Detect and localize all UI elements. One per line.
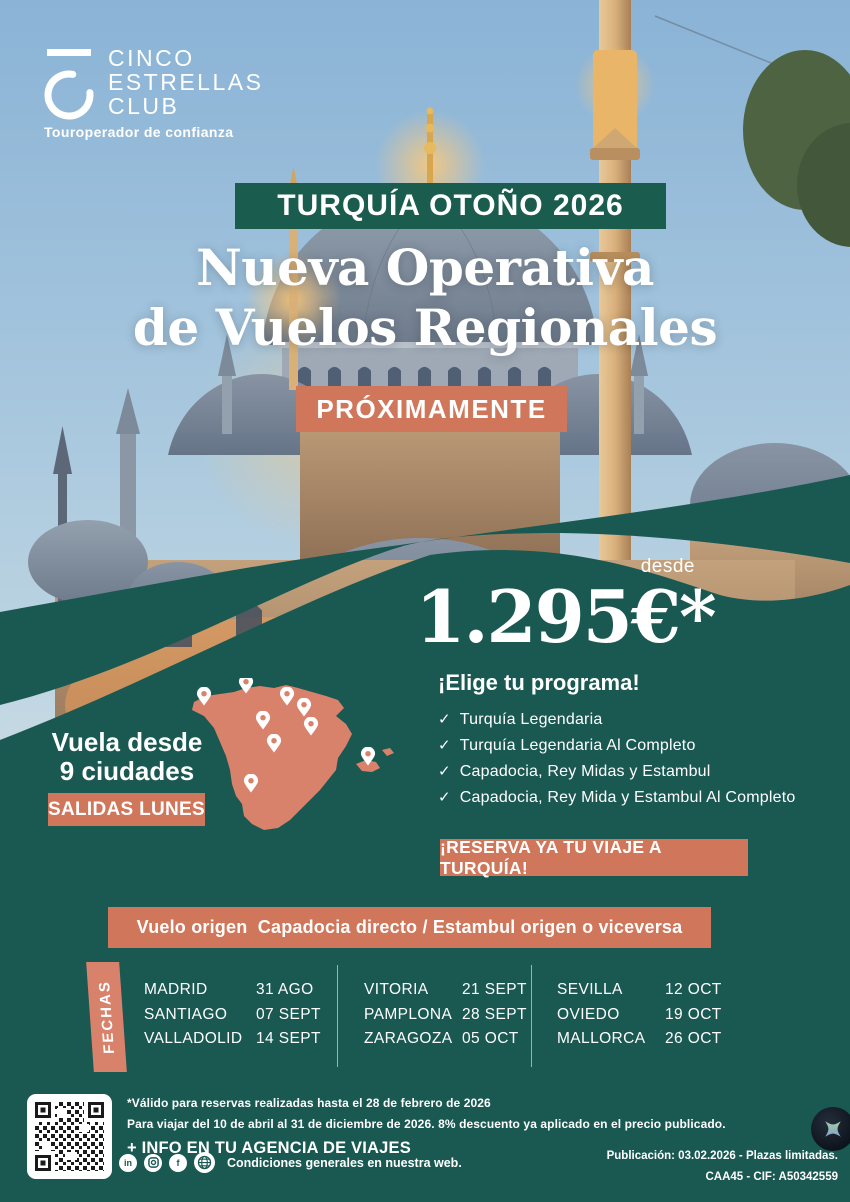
web-icon[interactable] (194, 1152, 215, 1173)
schedule-label-text: FECHAS (95, 980, 118, 1054)
checkmark-icon: ✓ (438, 711, 451, 728)
date: 28 SEPT (462, 1005, 527, 1023)
price-prefix: desde (640, 556, 695, 577)
balearic-islands (356, 748, 394, 772)
program-label: Capadocia, Rey Midas y Estambul (459, 763, 711, 780)
instagram-icon[interactable] (144, 1153, 162, 1172)
schedule-row: VITORIA 21 SEPT (364, 978, 527, 1003)
column-divider (531, 965, 532, 1067)
date: 21 SEPT (462, 981, 527, 999)
schedule-row: PAMPLONA 28 SEPT (364, 1003, 527, 1028)
coming-soon-badge: PRÓXIMAMENTE (296, 386, 567, 432)
date: 14 SEPT (256, 1030, 321, 1048)
poster-title: Nueva Operativa de Vuelos Regionales (0, 238, 850, 358)
reserve-cta-button[interactable]: ¡RESERVA YA TU VIAJE A TURQUÍA! (440, 837, 748, 878)
company-id: CAA45 - CIF: A50342559 (705, 1171, 838, 1183)
city: PAMPLONA (364, 1005, 453, 1023)
program-label: Turquía Legendaria (459, 711, 603, 728)
city: SEVILLA (557, 981, 623, 999)
date: 07 SEPT (256, 1005, 321, 1023)
program-label: Turquía Legendaria Al Completo (459, 737, 696, 754)
brand-tagline: Touroperador de confianza (44, 124, 234, 140)
mosque-photo (0, 0, 850, 780)
spain-map (192, 678, 394, 830)
date: 26 OCT (665, 1030, 722, 1048)
brand-line: ESTRELLAS (108, 69, 264, 95)
title-line-2: de Vuelos Regionales (132, 298, 718, 357)
city: MADRID (144, 981, 208, 999)
schedule-row: MALLORCA 26 OCT (557, 1027, 722, 1052)
season-banner: TURQUÍA OTOÑO 2026 (235, 183, 666, 229)
publication-date: Publicación: 03.02.2026 - Plazas limitad… (606, 1150, 838, 1162)
title-line-1: Nueva Operativa (196, 238, 654, 297)
social-links: in f Condiciones generales en nuestra we… (119, 1152, 462, 1173)
schedule-row: OVIEDO 19 OCT (557, 1003, 722, 1028)
schedule-column-1: MADRID 31 AGO SANTIAGO 07 SEPT VALLADOLID 1… (144, 978, 321, 1052)
programs-list: ✓ Turquía Legendaria ✓ Turquía Legendaria … (438, 710, 795, 814)
schedule-label: FECHAS (86, 962, 127, 1072)
five-mark-icon (44, 49, 94, 120)
schedule-column-3: SEVILLA 12 OCT OVIEDO 19 OCT MALLORCA 26 OC… (557, 978, 722, 1052)
program-item: ✓ Capadocia, Rey Mida y Estambul Al Compl… (438, 788, 795, 807)
publication-info: Publicación: 03.02.2026 - Plazas limitad… (607, 1146, 838, 1188)
brand-logo: CINCO ESTRELLAS CLUB (44, 46, 263, 122)
brand-line: CINCO (108, 45, 195, 71)
minaret (575, 0, 655, 610)
departures-line-1: Vuela desde (51, 727, 203, 757)
program-item: ✓ Capadocia, Rey Midas y Estambul (438, 762, 795, 781)
star-badge-icon (811, 1107, 850, 1151)
schedule-row: MADRID 31 AGO (144, 978, 321, 1003)
travel-window-note: Para viajar del 10 de abril al 31 de dic… (127, 1117, 726, 1131)
date: 05 OCT (462, 1030, 519, 1048)
schedule-column-2: VITORIA 21 SEPT PAMPLONA 28 SEPT ZARAGOZA 0… (364, 978, 527, 1052)
facebook-icon[interactable]: f (169, 1153, 187, 1172)
checkmark-icon: ✓ (438, 737, 451, 754)
city: SANTIAGO (144, 1005, 228, 1023)
date: 19 OCT (665, 1005, 722, 1023)
mosque-scene (0, 0, 850, 780)
brand-name: CINCO ESTRELLAS CLUB (108, 46, 263, 118)
city: OVIEDO (557, 1005, 620, 1023)
agency-info: + INFO EN TU AGENCIA DE VIAJES (127, 1139, 411, 1157)
brand-line: CLUB (108, 93, 180, 119)
validity-note: *Válido para reservas realizadas hasta e… (127, 1096, 491, 1110)
city: VITORIA (364, 981, 429, 999)
departures-headline: Vuela desde 9 ciudades (36, 728, 218, 786)
schedule-row: VALLADOLID 14 SEPT (144, 1027, 321, 1052)
monday-departures-badge: SALIDAS LUNES (48, 793, 205, 826)
qr-code[interactable] (27, 1094, 112, 1179)
program-item: ✓ Turquía Legendaria (438, 710, 795, 729)
schedule-row: SEVILLA 12 OCT (557, 978, 722, 1003)
spain-silhouette (192, 685, 352, 830)
conditions-text: Condiciones generales en nuestra web. (227, 1155, 462, 1170)
price-amount: 1.295€* (415, 574, 716, 659)
date: 31 AGO (256, 981, 314, 999)
route-banner: Vuelo origen Capadocia directo / Estambu… (108, 907, 711, 948)
schedule-row: SANTIAGO 07 SEPT (144, 1003, 321, 1028)
column-divider (337, 965, 338, 1067)
city: VALLADOLID (144, 1030, 243, 1048)
checkmark-icon: ✓ (438, 789, 451, 806)
program-label: Capadocia, Rey Mida y Estambul Al Comple… (459, 789, 796, 806)
schedule-row: ZARAGOZA 05 OCT (364, 1027, 527, 1052)
linkedin-icon[interactable]: in (119, 1153, 137, 1172)
checkmark-icon: ✓ (438, 763, 451, 780)
departures-line-2: 9 ciudades (59, 756, 195, 786)
programs-heading: ¡Elige tu programa! (438, 670, 640, 695)
city: MALLORCA (557, 1030, 646, 1048)
date: 12 OCT (665, 981, 722, 999)
city: ZARAGOZA (364, 1030, 453, 1048)
program-item: ✓ Turquía Legendaria Al Completo (438, 736, 795, 755)
